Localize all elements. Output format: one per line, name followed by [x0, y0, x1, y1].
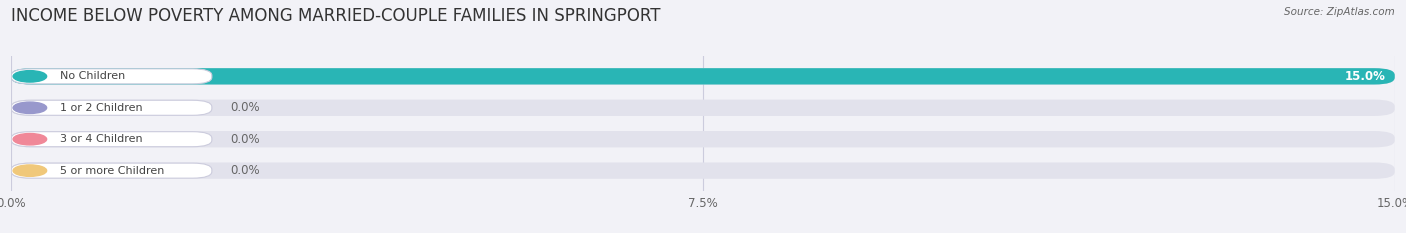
- FancyBboxPatch shape: [11, 69, 212, 84]
- FancyBboxPatch shape: [11, 162, 1395, 179]
- Text: Source: ZipAtlas.com: Source: ZipAtlas.com: [1284, 7, 1395, 17]
- Circle shape: [13, 165, 46, 176]
- Circle shape: [13, 134, 46, 145]
- FancyBboxPatch shape: [11, 132, 212, 147]
- Circle shape: [13, 71, 46, 82]
- Text: 0.0%: 0.0%: [231, 164, 260, 177]
- Text: INCOME BELOW POVERTY AMONG MARRIED-COUPLE FAMILIES IN SPRINGPORT: INCOME BELOW POVERTY AMONG MARRIED-COUPL…: [11, 7, 661, 25]
- Text: No Children: No Children: [60, 71, 125, 81]
- Text: 0.0%: 0.0%: [231, 101, 260, 114]
- FancyBboxPatch shape: [11, 131, 1395, 147]
- FancyBboxPatch shape: [11, 100, 212, 115]
- Text: 15.0%: 15.0%: [1344, 70, 1385, 83]
- FancyBboxPatch shape: [11, 68, 1395, 85]
- FancyBboxPatch shape: [11, 99, 1395, 116]
- Text: 0.0%: 0.0%: [231, 133, 260, 146]
- FancyBboxPatch shape: [11, 68, 1395, 85]
- Circle shape: [13, 102, 46, 113]
- FancyBboxPatch shape: [11, 163, 212, 178]
- Text: 1 or 2 Children: 1 or 2 Children: [60, 103, 143, 113]
- Text: 3 or 4 Children: 3 or 4 Children: [60, 134, 143, 144]
- Text: 5 or more Children: 5 or more Children: [60, 166, 165, 176]
